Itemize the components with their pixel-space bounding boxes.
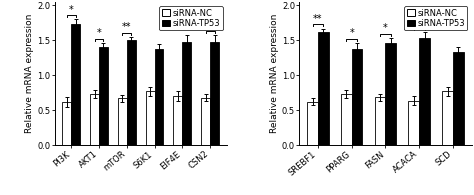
Bar	[63, 102, 71, 145]
Bar	[90, 94, 99, 145]
Text: *: *	[383, 23, 388, 33]
Bar	[99, 47, 108, 145]
Text: *: *	[69, 4, 73, 15]
Bar	[127, 40, 136, 145]
Bar	[173, 96, 182, 145]
Text: **: **	[313, 14, 323, 24]
Text: **: **	[122, 22, 132, 32]
Bar	[118, 98, 127, 145]
Bar	[419, 38, 430, 145]
Bar	[210, 42, 219, 145]
Legend: siRNA-NC, siRNA-TP53: siRNA-NC, siRNA-TP53	[159, 6, 223, 30]
Bar	[155, 50, 164, 145]
Bar	[71, 24, 80, 145]
Text: (a): (a)	[17, 0, 37, 1]
Bar	[453, 52, 464, 145]
Text: (b): (b)	[261, 0, 282, 1]
Bar	[385, 43, 396, 145]
Text: *: *	[349, 28, 354, 38]
Text: *: *	[97, 28, 101, 38]
Legend: siRNA-NC, siRNA-TP53: siRNA-NC, siRNA-TP53	[404, 6, 467, 30]
Y-axis label: Relative mRNA expression: Relative mRNA expression	[270, 14, 279, 133]
Bar	[146, 91, 155, 145]
Bar	[352, 50, 363, 145]
Bar	[409, 101, 419, 145]
Text: *: *	[417, 17, 421, 27]
Bar	[318, 32, 328, 145]
Bar	[442, 91, 453, 145]
Bar	[374, 97, 385, 145]
Y-axis label: Relative mRNA expression: Relative mRNA expression	[26, 14, 35, 133]
Text: *: *	[208, 20, 212, 30]
Bar	[182, 42, 191, 145]
Bar	[341, 94, 352, 145]
Bar	[307, 102, 318, 145]
Bar	[201, 98, 210, 145]
